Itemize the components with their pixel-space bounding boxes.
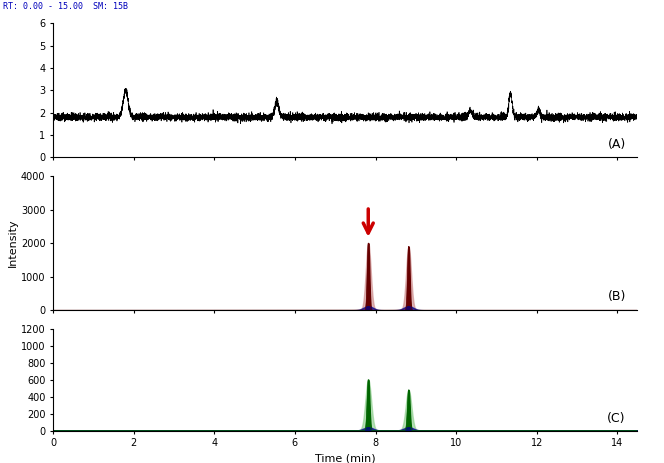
Y-axis label: Intensity: Intensity [8, 219, 18, 268]
Text: (C): (C) [608, 413, 625, 425]
Text: (A): (A) [608, 138, 625, 150]
X-axis label: Time (min): Time (min) [315, 454, 376, 463]
Text: (B): (B) [608, 290, 625, 304]
Text: RT: 0.00 - 15.00  SM: 15B: RT: 0.00 - 15.00 SM: 15B [3, 2, 128, 11]
